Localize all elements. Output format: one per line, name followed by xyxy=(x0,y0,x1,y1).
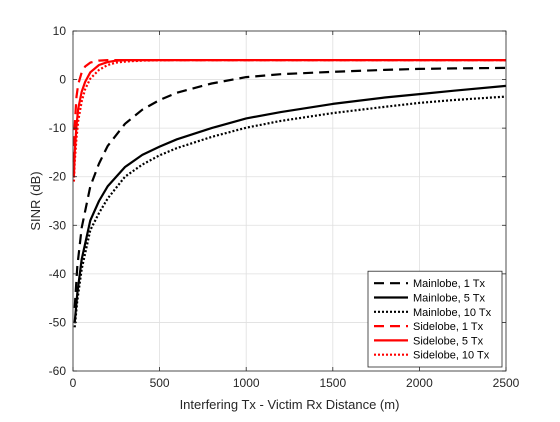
x-tick-label: 500 xyxy=(150,376,170,390)
y-tick-label: -60 xyxy=(49,364,67,378)
plot-frame xyxy=(72,30,507,372)
x-tick-label: 1500 xyxy=(319,376,346,390)
series-line-mainlobe-1-tx xyxy=(73,66,507,308)
series-line-mainlobe-5-tx xyxy=(73,84,507,323)
x-tick-label: 1000 xyxy=(233,376,260,390)
y-tick-label: -10 xyxy=(49,121,67,135)
y-tick-label: -20 xyxy=(49,170,67,184)
x-axis-label: Interfering Tx - Victim Rx Distance (m) xyxy=(180,397,400,412)
y-tick-label: -40 xyxy=(49,267,67,281)
data-series xyxy=(72,58,507,328)
legend: Mainlobe, 1 Tx Mainlobe, 5 Tx Mainlobe, 10… xyxy=(367,270,503,368)
legend-entry-label: Sidelobe, 10 Tx xyxy=(413,350,490,362)
legend-entry-label: Mainlobe, 1 Tx xyxy=(413,278,485,290)
x-tick-label: 2500 xyxy=(493,376,520,390)
legend-entry-label: Sidelobe, 1 Tx xyxy=(413,321,484,333)
series-line-mainlobe-10-tx xyxy=(73,95,507,328)
y-axis-label: SINR (dB) xyxy=(28,171,43,230)
y-tick-label: -50 xyxy=(49,315,67,329)
legend-box xyxy=(367,270,503,368)
y-tick-label: 0 xyxy=(59,73,66,87)
series-line-sidelobe-5-tx xyxy=(72,58,506,177)
legend-entry-label: Mainlobe, 5 Tx xyxy=(413,293,485,305)
legend-entry-label: Mainlobe, 10 Tx xyxy=(413,307,492,319)
x-tick-label: 2000 xyxy=(406,376,433,390)
legend-entry-label: Sidelobe, 5 Tx xyxy=(413,335,484,347)
y-tick-label: 10 xyxy=(53,24,67,38)
x-tick-label: 0 xyxy=(70,376,77,390)
axis-ticks: 0 500 1000 1500 2000 2500 10 0 -10 -20 -30 -40 -50 -6… xyxy=(49,24,520,390)
y-tick-label: -30 xyxy=(49,218,67,232)
